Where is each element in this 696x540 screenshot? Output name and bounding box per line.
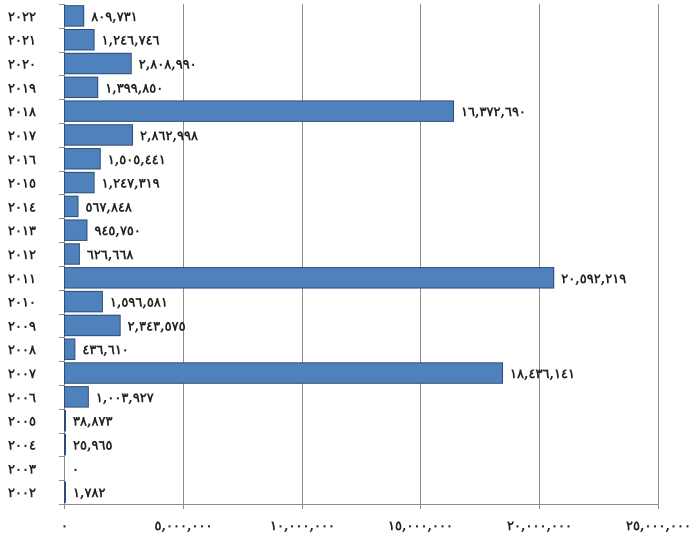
y-tick-label: ٢٠١٠	[8, 296, 36, 311]
x-tick-label: ٢٥,٠٠٠,٠٠٠	[626, 519, 691, 534]
data-label: ١,٣٩٩,٨٥٠	[105, 81, 163, 96]
y-tick-label: ٢٠١٤	[8, 200, 36, 215]
data-label: ٢,٣٤٣,٥٧٥	[128, 319, 186, 334]
data-label: ٢,٨٦٢,٩٩٨	[140, 129, 199, 144]
bar	[64, 100, 455, 122]
bar	[64, 124, 134, 146]
data-label: ١,٥٩٦,٥٨١	[110, 296, 168, 311]
bar	[64, 338, 76, 360]
data-label: ١,٠٠٣,٩٢٧	[96, 391, 155, 406]
y-tick-label: ٢٠٢٠	[8, 58, 36, 73]
y-tick-label: ٢٠٠٦	[8, 391, 36, 406]
y-tick-label: ٢٠١٢	[8, 248, 36, 263]
y-tick-label: ٢٠١٨	[8, 105, 37, 120]
bar	[64, 290, 103, 313]
y-tick-label: ٢٠١٣	[8, 224, 36, 239]
x-tick-label: ١٥,٠٠٠,٠٠٠	[388, 519, 453, 534]
data-label: ٨٠٩,٧٣١	[90, 10, 137, 25]
y-tick-label: ٢٠٠٨	[8, 343, 37, 358]
bar	[64, 52, 132, 75]
bar	[64, 219, 88, 241]
bar	[64, 314, 121, 337]
x-tick-label: ١٠,٠٠٠,٠٠٠	[270, 519, 335, 534]
data-label: ٠	[72, 462, 79, 477]
data-label: ١,٢٤٧,٣١٩	[102, 177, 160, 192]
x-tick-label: ٥,٠٠٠,٠٠٠	[155, 519, 213, 534]
data-label: ١٦,٣٧٢,٦٩٠	[461, 105, 526, 120]
bar	[64, 76, 99, 99]
data-label: ٦٢٦,٦٦٨	[87, 248, 134, 263]
data-label: ١٨,٤٣٦,١٤١	[510, 367, 575, 382]
data-label: ٢٥,٩٦٥	[73, 438, 112, 453]
bar	[64, 386, 89, 408]
bar	[64, 148, 101, 170]
y-tick-label: ٢٠١٥	[8, 177, 36, 192]
bar	[64, 409, 66, 432]
y-tick-label: ٢٠٢١	[8, 34, 36, 49]
y-tick-label: ٢٠١٩	[8, 81, 36, 96]
plot-area	[64, 4, 658, 504]
data-label: ١,٥٠٥,٤٤١	[108, 153, 166, 168]
bar	[64, 28, 95, 51]
y-tick-label: ٢٠٠٣	[8, 462, 36, 477]
data-label: ٩٤٥,٧٥٠	[94, 224, 140, 239]
data-label: ١,٧٨٢	[73, 486, 105, 501]
y-tick-label: ٢٠٢٢	[8, 10, 36, 25]
bar	[64, 267, 555, 289]
y-tick-label: ٢٠٠٢	[8, 486, 36, 501]
x-tick-label: ٠	[61, 519, 68, 534]
data-label: ٥٦٧,٨٤٨	[85, 200, 132, 215]
data-label: ٤٣٦,٦١٠	[82, 343, 128, 358]
y-tick-label: ٢٠٠٤	[8, 438, 36, 453]
x-tick-label: ٢٠,٠٠٠,٠٠٠	[507, 519, 572, 534]
bar	[64, 195, 79, 218]
y-tick-label: ٢٠١١	[8, 272, 36, 287]
y-tick-label: ٢٠٠٧	[8, 367, 37, 382]
bar	[64, 433, 66, 456]
data-label: ٢٠,٥٩٢,٢١٩	[561, 272, 626, 287]
data-label: ١,٢٤٦,٧٤٦	[102, 34, 160, 49]
y-tick-label: ٢٠٠٥	[8, 415, 36, 430]
bar	[64, 362, 504, 384]
bar	[64, 5, 85, 27]
y-tick-label: ٢٠١٧	[8, 129, 37, 144]
bar	[64, 171, 95, 194]
y-tick-label: ٢٠١٦	[8, 153, 36, 168]
bar	[64, 481, 66, 503]
data-label: ٣٨,٨٧٣	[73, 415, 112, 430]
data-label: ٢,٨٠٨,٩٩٠	[139, 58, 197, 73]
y-tick-label: ٢٠٠٩	[8, 319, 36, 334]
bar	[64, 243, 80, 265]
